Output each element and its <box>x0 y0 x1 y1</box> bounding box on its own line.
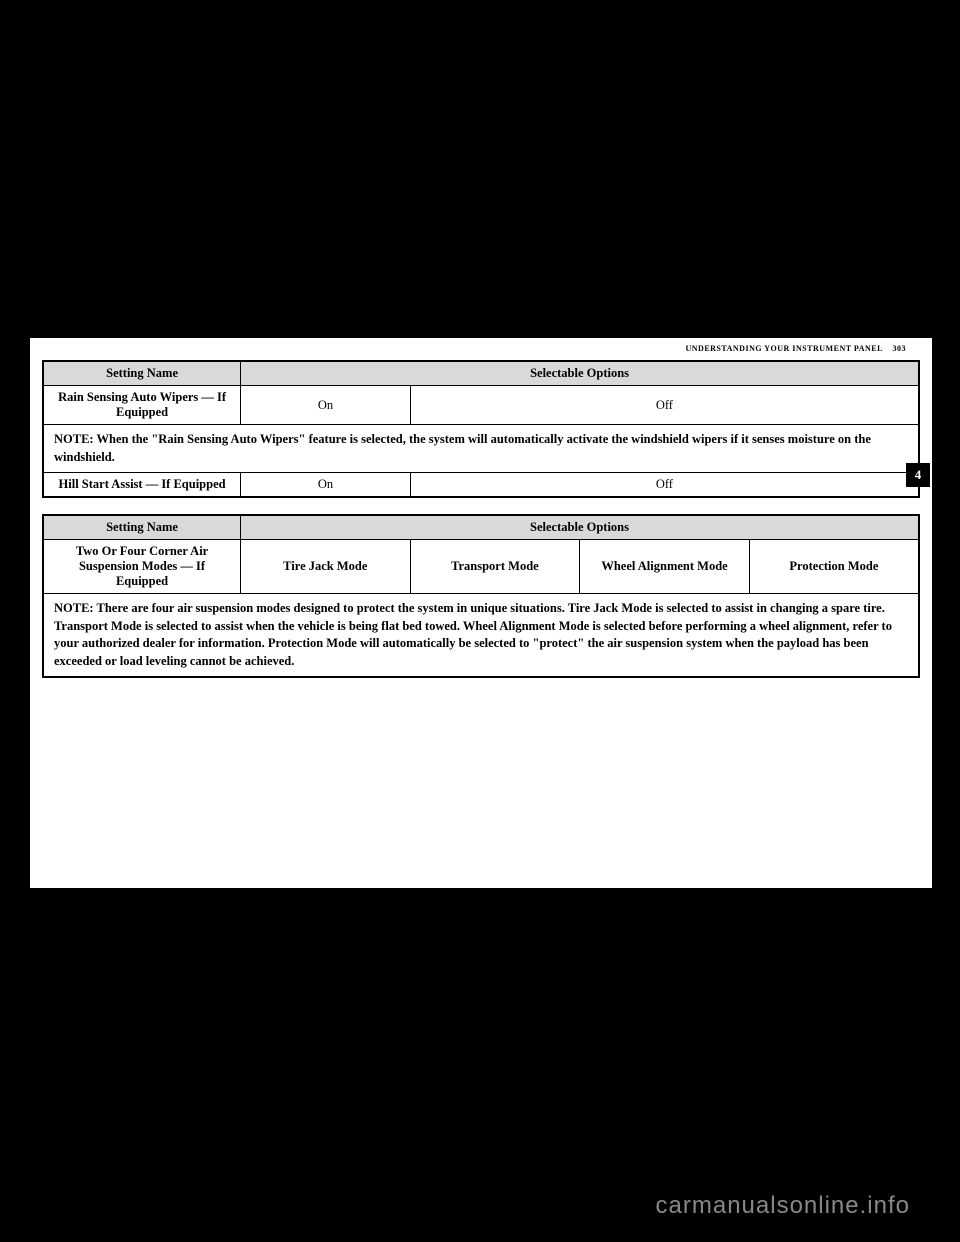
watermark: carmanualsonline.info <box>656 1192 910 1220</box>
note-prefix: NOTE: <box>54 432 94 446</box>
note-body: There are four air suspension modes desi… <box>54 601 892 668</box>
option-off: Off <box>410 473 919 498</box>
note-body: When the "Rain Sensing Auto Wipers" feat… <box>54 432 871 464</box>
option-on: On <box>241 386 411 425</box>
setting-air-suspension: Two Or Four Corner Air Suspension Modes … <box>43 540 241 594</box>
option-off: Off <box>410 386 919 425</box>
header-section: UNDERSTANDING YOUR INSTRUMENT PANEL 303 <box>685 344 906 353</box>
col-selectable-options: Selectable Options <box>241 361 919 386</box>
page-number: 303 <box>893 344 907 353</box>
section-tab: 4 <box>906 463 930 487</box>
note-rain-sensing: NOTE: When the "Rain Sensing Auto Wipers… <box>43 425 919 473</box>
mode-tire-jack: Tire Jack Mode <box>241 540 411 594</box>
settings-table-1: Setting Name Selectable Options Rain Sen… <box>42 360 920 498</box>
col-selectable-options: Selectable Options <box>241 515 919 540</box>
col-setting-name: Setting Name <box>43 361 241 386</box>
col-setting-name: Setting Name <box>43 515 241 540</box>
setting-hill-start: Hill Start Assist — If Equipped <box>43 473 241 498</box>
mode-wheel-alignment: Wheel Alignment Mode <box>580 540 750 594</box>
setting-rain-sensing: Rain Sensing Auto Wipers — If Equipped <box>43 386 241 425</box>
header-title: UNDERSTANDING YOUR INSTRUMENT PANEL <box>685 344 882 353</box>
note-prefix: NOTE: <box>54 601 94 615</box>
mode-transport: Transport Mode <box>410 540 580 594</box>
mode-protection: Protection Mode <box>749 540 919 594</box>
note-air-suspension: NOTE: There are four air suspension mode… <box>43 594 919 678</box>
option-on: On <box>241 473 411 498</box>
settings-table-2: Setting Name Selectable Options Two Or F… <box>42 514 920 678</box>
